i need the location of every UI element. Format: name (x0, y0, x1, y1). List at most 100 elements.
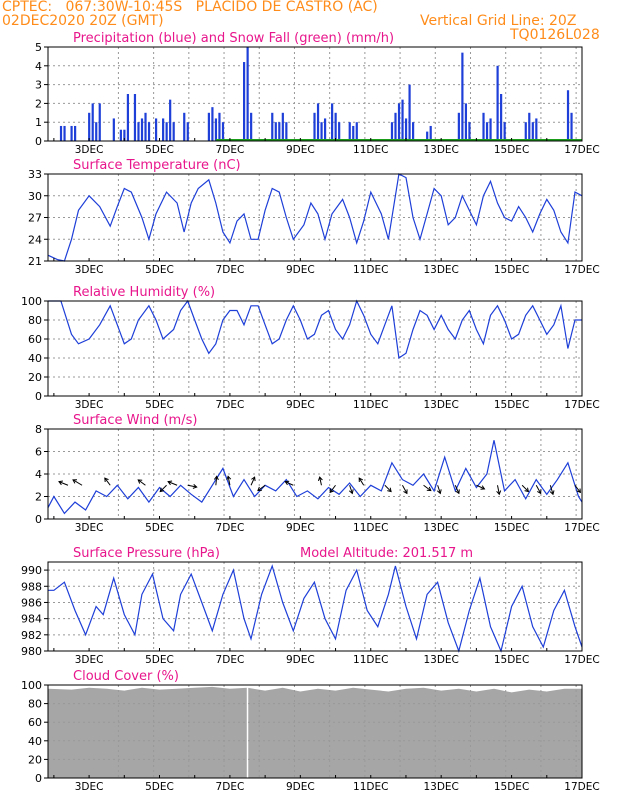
precip-bar (461, 52, 464, 141)
rh-title: Relative Humidity (%) (73, 285, 215, 300)
wind-vector (72, 479, 83, 486)
precip-bar (457, 112, 460, 141)
precip-bar (334, 112, 337, 141)
precip-bar (98, 103, 101, 141)
wind-date-label: 5DEC (145, 522, 174, 534)
precip-bar (169, 99, 172, 141)
precip-bar (464, 103, 468, 141)
precip-bar (147, 122, 151, 141)
precip-bar (112, 118, 115, 141)
pressure-date-label: 11DEC (353, 654, 388, 666)
precip-date-label: 17DEC (564, 144, 599, 156)
wind-vector-head (496, 490, 502, 496)
wind-vector (423, 484, 432, 492)
cloud-date-label: 5DEC (145, 781, 174, 793)
cloud-title: Cloud Cover (%) (73, 669, 179, 684)
rh-date-label: 7DEC (216, 399, 245, 411)
pressure-subtitle: Model Altitude: 201.517 m (300, 546, 473, 561)
pressure-ytick-label: 980 (21, 645, 42, 658)
precip-bar (74, 125, 77, 141)
temp-ytick-label: 24 (28, 233, 42, 246)
precip-bar (91, 103, 94, 141)
wind-vector-head (58, 480, 63, 486)
wind-vector (574, 484, 581, 493)
cloud-ytick-label: 60 (28, 716, 42, 729)
precip-bar (285, 122, 288, 141)
precip-bar (211, 107, 214, 141)
wind-vector-head (226, 475, 232, 481)
precip-bar (126, 94, 130, 141)
wind-vector-head (480, 485, 486, 490)
precip-date-label: 3DEC (75, 144, 104, 156)
wind-vector-head (192, 484, 198, 489)
precip-bar (274, 122, 277, 141)
pressure-date-label: 3DEC (75, 654, 104, 666)
precip-bar (528, 112, 531, 141)
precip-bar (482, 112, 485, 141)
wind-vector (384, 484, 392, 492)
precip-date-label: 5DEC (145, 144, 174, 156)
precip-bar (186, 122, 189, 141)
precip-bar (408, 84, 411, 141)
precip-bar (95, 122, 98, 141)
wind-vector (329, 484, 336, 493)
wind-vector (250, 476, 256, 486)
precip-date-label: 9DEC (286, 144, 315, 156)
wind-vector (167, 481, 178, 486)
wind-vector-head (284, 480, 290, 486)
wind-vector (549, 485, 554, 495)
temp-ytick-label: 30 (28, 190, 42, 203)
cloud-frame (47, 684, 583, 779)
precip-date-label: 7DEC (216, 144, 245, 156)
pressure-date-label: 17DEC (564, 654, 599, 666)
wind-date-label: 3DEC (75, 522, 104, 534)
wind-date-label: 11DEC (353, 522, 388, 534)
pressure-date-label: 9DEC (286, 654, 315, 666)
temp-date-label: 3DEC (75, 264, 104, 276)
wind-vector-head (329, 488, 335, 494)
wind-date-label: 13DEC (423, 522, 458, 534)
wind-vector-head (426, 486, 432, 492)
precip-ytick-label: 5 (35, 41, 42, 54)
precip-bar (154, 118, 158, 141)
precip-bar (207, 112, 210, 141)
rh-ytick-label: 100 (21, 295, 42, 308)
precip-bar (70, 125, 73, 141)
rh-ytick-label: 20 (28, 371, 42, 384)
precip-bar (355, 122, 358, 141)
precip-bar (59, 125, 63, 141)
wind-vector-head (537, 489, 542, 495)
wind-vector-head (213, 475, 219, 481)
precip-bar (281, 112, 284, 141)
pressure-ytick-label: 982 (21, 629, 42, 642)
rh-ytick-label: 60 (28, 333, 42, 346)
precip-bar (313, 112, 316, 141)
temp-date-label: 17DEC (564, 264, 599, 276)
wind-vector (476, 484, 485, 490)
temp-date-label: 13DEC (423, 264, 458, 276)
cloud-date-label: 7DEC (216, 781, 245, 793)
wind-vector (284, 481, 294, 486)
precip-bar (63, 125, 66, 141)
cloud-date-label: 3DEC (75, 781, 104, 793)
precip-bar (221, 122, 225, 141)
precip-bar (535, 118, 538, 141)
cloud-ytick-label: 40 (28, 735, 42, 748)
precip-bar (316, 103, 320, 141)
wind-vector-head (387, 487, 392, 493)
cloud-ytick-label: 0 (35, 772, 42, 785)
wind-vector-head (524, 487, 530, 493)
cloud-date-label: 15DEC (494, 781, 529, 793)
precip-bar (123, 129, 126, 141)
wind-vector (319, 477, 322, 486)
wind-vector-head (72, 479, 78, 484)
wind-vector-head (167, 480, 173, 486)
precip-bar (500, 94, 503, 141)
precip-bar (278, 122, 281, 141)
pressure-date-label: 7DEC (216, 654, 245, 666)
rh-date-label: 3DEC (75, 399, 104, 411)
wind-vector-head (576, 488, 581, 494)
rh-date-label: 5DEC (145, 399, 174, 411)
temp-date-label: 5DEC (145, 264, 174, 276)
